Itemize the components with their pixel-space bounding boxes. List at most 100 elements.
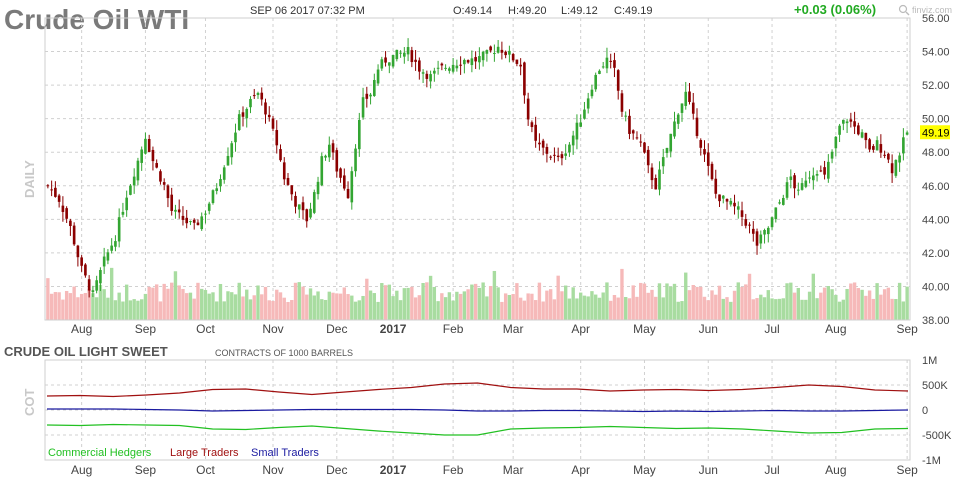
candle xyxy=(320,152,324,187)
volume-bar xyxy=(305,294,309,320)
cot-x-tick-label: Sep xyxy=(896,463,918,477)
price-x-tick-label: Dec xyxy=(326,322,347,336)
candle xyxy=(132,168,136,194)
volume-bar xyxy=(263,286,268,320)
open-label: O:49.14 xyxy=(453,5,492,17)
cot-series-line xyxy=(46,423,909,436)
candle xyxy=(564,144,567,160)
volume-bar xyxy=(346,294,350,320)
volume-bar xyxy=(635,296,639,320)
candle xyxy=(710,161,714,181)
candle xyxy=(159,169,162,185)
volume-bar xyxy=(83,292,88,320)
candle xyxy=(515,59,519,67)
candle xyxy=(271,115,275,132)
cot-y-tick-label: 0 xyxy=(922,405,928,417)
candle xyxy=(282,157,286,186)
candle xyxy=(781,194,785,206)
volume-bar xyxy=(245,289,249,320)
volume-bar xyxy=(601,292,605,320)
candle xyxy=(95,275,98,294)
volume-bar xyxy=(342,287,346,320)
volume-bar xyxy=(901,301,906,320)
volume-bar xyxy=(170,282,174,320)
volume-bar xyxy=(796,288,800,320)
candle xyxy=(616,69,620,100)
candle xyxy=(583,101,586,120)
volume-bar xyxy=(297,282,301,320)
price-y-tick-label: 52.00 xyxy=(922,80,950,92)
candle xyxy=(789,169,793,189)
candle xyxy=(875,136,879,151)
candle xyxy=(354,144,357,177)
candle xyxy=(654,174,658,190)
volume-bar xyxy=(774,299,778,320)
candle xyxy=(590,84,594,99)
volume-bar xyxy=(518,297,523,320)
volume-bar xyxy=(425,282,429,320)
candle xyxy=(485,49,489,62)
volume-bar xyxy=(834,294,838,320)
volume-bar xyxy=(447,292,452,320)
volume-bar xyxy=(466,289,470,320)
volume-bar xyxy=(256,285,260,320)
volume-bar xyxy=(323,299,328,320)
volume-bar xyxy=(143,293,148,320)
volume-bar xyxy=(631,285,635,320)
candle xyxy=(436,60,440,75)
candle xyxy=(245,107,249,128)
volume-bar xyxy=(395,290,399,320)
volume-bar xyxy=(357,300,361,320)
candle xyxy=(174,204,177,219)
candle xyxy=(815,170,819,182)
candle xyxy=(102,247,106,274)
candle xyxy=(830,149,834,164)
volume-bar xyxy=(387,284,392,320)
candle xyxy=(827,154,830,183)
watermark: finviz.com xyxy=(912,5,952,15)
volume-bar xyxy=(811,273,816,320)
volume-bar xyxy=(196,282,200,320)
volume-bar xyxy=(841,299,846,320)
candle xyxy=(770,216,774,230)
datetime-label: SEP 06 2017 07:32 PM xyxy=(250,5,365,17)
volume-bar xyxy=(49,293,54,320)
candle xyxy=(894,159,898,178)
candle xyxy=(905,130,909,136)
candle xyxy=(230,140,234,165)
volume-bar xyxy=(680,301,684,320)
volume-bar xyxy=(590,291,594,320)
candle xyxy=(586,92,590,114)
candle xyxy=(635,131,639,140)
candle xyxy=(264,98,267,124)
volume-bar xyxy=(128,300,133,320)
volume-bar xyxy=(79,293,84,320)
volume-bar xyxy=(200,288,204,320)
candle xyxy=(114,235,117,252)
candle xyxy=(155,159,159,169)
volume-bar xyxy=(248,299,253,320)
candle xyxy=(628,109,631,140)
volume-bar xyxy=(166,288,170,320)
volume-bar xyxy=(822,287,827,320)
candle xyxy=(162,178,166,191)
candle xyxy=(751,221,755,242)
candle xyxy=(883,150,886,159)
candle xyxy=(234,123,237,152)
volume-bar xyxy=(139,299,144,320)
volume-bar xyxy=(729,301,733,320)
volume-bar xyxy=(578,292,583,320)
candle xyxy=(192,218,196,230)
candle xyxy=(534,116,537,148)
candle xyxy=(106,249,110,265)
candle xyxy=(207,201,211,215)
cot-y-tick-label: -500K xyxy=(922,430,952,442)
candle xyxy=(339,167,342,183)
cot-series-line xyxy=(46,382,909,398)
volume-bar xyxy=(428,275,433,320)
volume-bar xyxy=(541,301,545,320)
candle xyxy=(69,218,72,236)
candle xyxy=(388,62,391,74)
volume-bar xyxy=(233,294,238,320)
candle xyxy=(342,168,346,191)
